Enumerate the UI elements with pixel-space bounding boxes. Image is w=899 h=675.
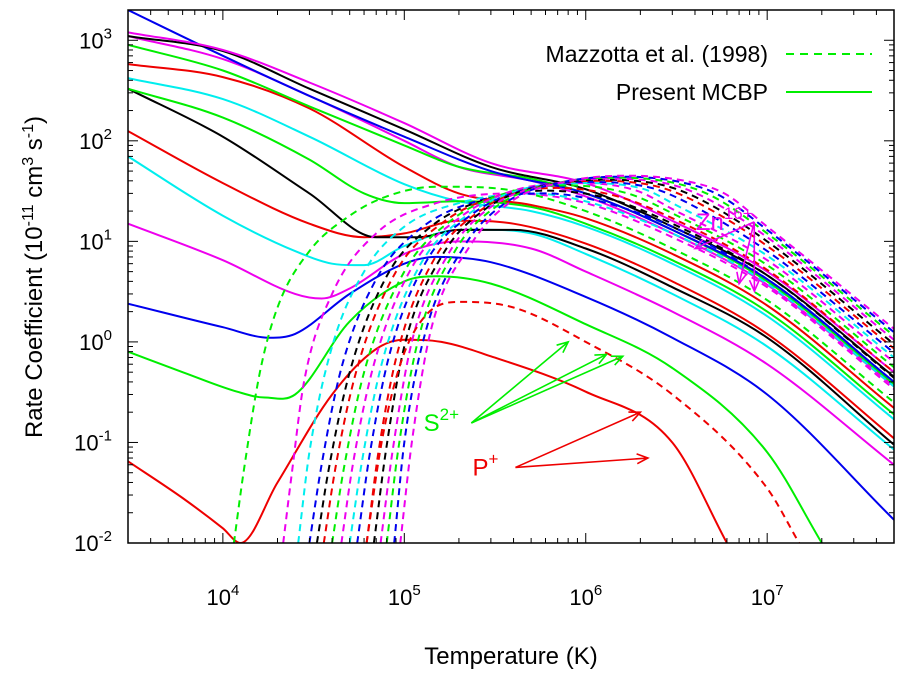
- annotation-arrow: [470, 341, 569, 424]
- mazzotta-curve-22: [340, 182, 894, 543]
- legend-label-mazzotta: Mazzotta et al. (1998): [546, 41, 768, 67]
- legend: Mazzotta et al. (1998) Present MCBP: [546, 41, 872, 105]
- annotation-arrow: [694, 221, 755, 250]
- arrow-head: [610, 355, 625, 366]
- annotation-arrow: [738, 221, 756, 284]
- y-axis-title: Rate Coefficient (10-11 cm3 s-1): [20, 116, 48, 438]
- mcbp-curve-2: [128, 255, 894, 521]
- mazzotta-curve-31: [365, 300, 800, 543]
- mazzotta-curve-17: [297, 192, 894, 543]
- x-tick-labels: 104 105 106 107: [206, 582, 783, 610]
- ion-label: P+: [472, 449, 498, 481]
- mcbp-curve-3: [128, 222, 894, 466]
- plot-frame: [127, 9, 895, 544]
- mcbp-curve-1: [128, 275, 823, 543]
- mazzotta-curve-21: [331, 184, 894, 543]
- y-tick-label: 10-1: [74, 427, 112, 455]
- arrow-head: [628, 411, 643, 422]
- y-tick-label: 100: [79, 327, 112, 355]
- arrow-head: [748, 279, 760, 294]
- mcbp-curve-14: [128, 31, 894, 373]
- ion-label: Zn16+: [696, 204, 753, 236]
- y-tick-labels: 10-2 10-1 100 101 102 103: [74, 25, 112, 556]
- mcbp-curve-8: [128, 87, 894, 416]
- y-tick-label: 103: [79, 25, 112, 53]
- arrow-head: [594, 353, 609, 365]
- ion-label: S2+: [424, 405, 459, 437]
- arrow-head: [736, 271, 748, 286]
- annotation-arrow: [471, 355, 624, 424]
- annotations-layer: Zn16+ S2+ P+: [424, 204, 760, 481]
- annotation-arrow: [515, 457, 648, 469]
- y-tick-label: 102: [79, 126, 112, 154]
- mazzotta-curve-19: [315, 189, 894, 543]
- mcbp-curve-12: [128, 10, 894, 383]
- legend-label-mcbp: Present MCBP: [616, 79, 768, 105]
- x-axis-title: Temperature (K): [424, 643, 597, 670]
- mcbp-curve-10: [128, 35, 894, 388]
- mcbp-curve-7: [128, 77, 894, 421]
- x-tick-label: 106: [569, 582, 602, 610]
- mazzotta-curve-29: [393, 175, 894, 543]
- x-tick-label: 104: [206, 582, 239, 610]
- mazzotta-curve-15: [232, 185, 894, 543]
- ticks-layer: [127, 9, 895, 544]
- arrow-head: [693, 238, 708, 250]
- x-tick-label: 105: [388, 582, 421, 610]
- mazzotta-curve-24: [356, 180, 894, 543]
- series-layer: [128, 10, 894, 543]
- arrow-head: [556, 340, 570, 354]
- y-tick-label: 10-2: [74, 528, 112, 556]
- annotation-arrow: [470, 353, 607, 424]
- mcbp-curve-9: [128, 63, 894, 409]
- mcbp-curve-6: [128, 87, 894, 446]
- x-tick-label: 107: [751, 582, 784, 610]
- mazzotta-curve-16: [282, 192, 894, 543]
- mcbp-curve-0: [128, 338, 728, 543]
- mazzotta-curve-23: [348, 182, 894, 543]
- y-tick-label: 101: [79, 226, 112, 254]
- mazzotta-curve-30: [399, 174, 894, 543]
- annotation-arrow: [515, 411, 641, 469]
- arrow-head: [636, 453, 650, 465]
